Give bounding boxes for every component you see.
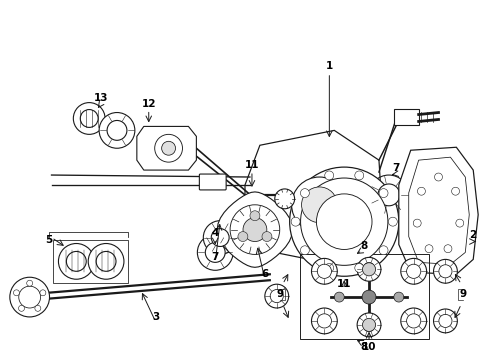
Text: 9: 9: [460, 289, 467, 299]
Circle shape: [325, 171, 334, 180]
Circle shape: [301, 187, 337, 223]
Circle shape: [292, 177, 347, 233]
Circle shape: [355, 171, 364, 180]
Circle shape: [362, 290, 376, 304]
Circle shape: [401, 308, 427, 334]
Circle shape: [444, 245, 452, 253]
Circle shape: [203, 221, 237, 255]
Text: 6: 6: [261, 269, 269, 279]
Circle shape: [317, 194, 372, 249]
Circle shape: [162, 141, 175, 155]
Circle shape: [439, 265, 452, 278]
Circle shape: [318, 314, 331, 328]
Circle shape: [10, 277, 49, 317]
Polygon shape: [137, 126, 196, 170]
Text: 13: 13: [94, 93, 108, 103]
Polygon shape: [394, 109, 418, 125]
Circle shape: [439, 314, 452, 328]
Circle shape: [275, 189, 294, 209]
Text: 8: 8: [361, 342, 368, 352]
Text: 4: 4: [212, 228, 219, 238]
Circle shape: [369, 175, 409, 215]
Circle shape: [363, 318, 375, 332]
Circle shape: [425, 245, 433, 253]
Circle shape: [80, 109, 98, 127]
Circle shape: [107, 121, 127, 140]
Circle shape: [300, 189, 309, 198]
Text: 11: 11: [337, 279, 351, 289]
Circle shape: [96, 251, 116, 271]
Circle shape: [417, 187, 425, 195]
Polygon shape: [217, 192, 293, 267]
FancyBboxPatch shape: [199, 174, 226, 190]
Circle shape: [363, 263, 375, 276]
Circle shape: [99, 113, 135, 148]
Circle shape: [197, 235, 233, 270]
Circle shape: [318, 264, 331, 278]
Circle shape: [364, 262, 374, 272]
Circle shape: [379, 189, 388, 198]
Circle shape: [434, 309, 457, 333]
Circle shape: [407, 314, 421, 328]
Circle shape: [26, 280, 33, 286]
Circle shape: [312, 308, 337, 334]
Circle shape: [230, 205, 280, 255]
Circle shape: [262, 231, 272, 242]
Bar: [299, 255, 429, 339]
Circle shape: [19, 286, 41, 308]
Circle shape: [401, 258, 427, 284]
Circle shape: [334, 292, 344, 302]
Polygon shape: [399, 147, 478, 274]
Text: 11: 11: [245, 160, 259, 170]
Bar: [53, 239, 128, 283]
Circle shape: [243, 218, 267, 242]
Circle shape: [211, 229, 229, 247]
Text: 12: 12: [142, 99, 156, 109]
Circle shape: [270, 289, 283, 303]
Text: 8: 8: [361, 242, 368, 252]
Circle shape: [456, 219, 464, 227]
Circle shape: [325, 264, 334, 273]
Circle shape: [394, 292, 404, 302]
Circle shape: [238, 231, 248, 242]
Text: 3: 3: [152, 312, 159, 322]
Circle shape: [413, 219, 421, 227]
Text: 7: 7: [212, 252, 219, 262]
Text: 1: 1: [326, 61, 333, 71]
Circle shape: [250, 211, 260, 221]
Text: 7: 7: [392, 163, 399, 173]
Text: 9: 9: [276, 289, 283, 299]
Circle shape: [312, 258, 337, 284]
Circle shape: [357, 313, 381, 337]
Circle shape: [379, 246, 388, 255]
Circle shape: [40, 290, 46, 296]
Circle shape: [155, 134, 182, 162]
Circle shape: [291, 217, 300, 226]
Circle shape: [434, 260, 457, 283]
Circle shape: [364, 322, 374, 332]
Circle shape: [452, 187, 460, 195]
Text: 2: 2: [469, 230, 477, 239]
Circle shape: [19, 305, 25, 311]
Circle shape: [14, 290, 20, 296]
Circle shape: [300, 178, 388, 265]
Circle shape: [378, 184, 400, 206]
Circle shape: [265, 284, 289, 308]
Circle shape: [74, 103, 105, 134]
Circle shape: [407, 264, 421, 278]
Circle shape: [88, 243, 124, 279]
Circle shape: [205, 243, 225, 262]
Circle shape: [290, 167, 399, 276]
Circle shape: [58, 243, 94, 279]
Text: 5: 5: [45, 234, 52, 244]
Circle shape: [355, 264, 364, 273]
Circle shape: [35, 305, 41, 311]
Circle shape: [357, 257, 381, 281]
Circle shape: [66, 251, 86, 271]
Circle shape: [389, 217, 397, 226]
Circle shape: [300, 246, 309, 255]
Circle shape: [435, 173, 442, 181]
Text: 10: 10: [362, 342, 376, 352]
